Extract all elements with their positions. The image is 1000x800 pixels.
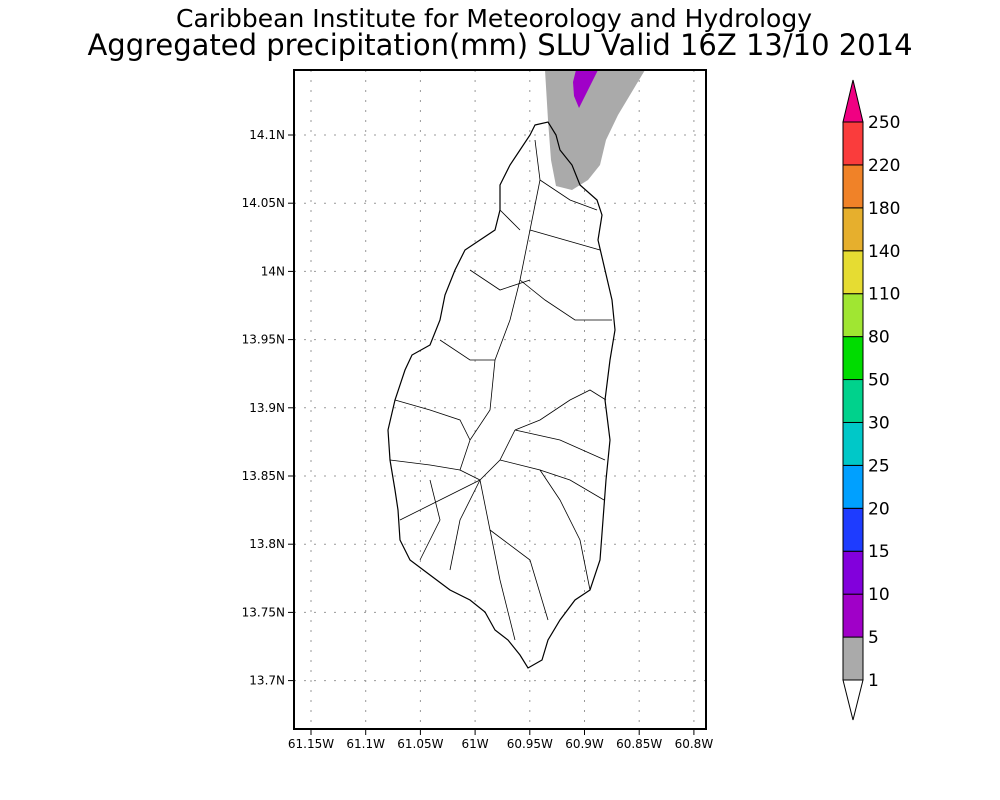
lat-tick-label: 13.9N	[249, 401, 285, 415]
colorbar-bin	[842, 550, 864, 595]
lat-tick-label: 13.85N	[242, 469, 285, 483]
colorbar-bin	[842, 207, 864, 252]
lon-tick-label: 61.1W	[346, 737, 385, 751]
colorbar-label: 220	[868, 156, 900, 176]
colorbar-label: 140	[868, 242, 900, 262]
colorbar-above-triangle	[842, 79, 864, 123]
lat-tick-label: 14.1N	[249, 128, 285, 142]
colorbar-bin	[842, 379, 864, 423]
colorbar-label: 20	[868, 499, 890, 519]
colorbar-label: 110	[868, 285, 900, 305]
colorbar-bin	[842, 336, 864, 381]
colorbar-bin	[842, 593, 864, 638]
island-outline	[387, 121, 616, 669]
colorbar-bin	[842, 250, 864, 295]
lon-tick-label: 60.95W	[507, 737, 553, 751]
colorbar-label: 10	[868, 585, 890, 605]
lon-tick-label: 60.9W	[565, 737, 604, 751]
colorbar-label: 1	[868, 671, 879, 691]
lat-tick-label: 14.05N	[242, 196, 285, 210]
colorbar-label: 25	[868, 456, 890, 476]
colorbar-label: 30	[868, 413, 890, 433]
plot-frame	[293, 69, 707, 730]
colorbar-bin	[842, 293, 864, 338]
colorbar-bin	[842, 421, 864, 466]
chart-subtitle: Aggregated precipitation(mm) SLU Valid 1…	[87, 28, 913, 62]
watershed-boundaries	[389, 139, 612, 641]
colorbar-label: 15	[868, 542, 890, 562]
lon-tick-label: 61W	[462, 737, 489, 751]
lat-tick-label: 14N	[261, 264, 285, 278]
lon-tick-label: 60.8W	[675, 737, 714, 751]
lon-tick-label: 61.05W	[397, 737, 443, 751]
lat-tick-label: 13.75N	[242, 605, 285, 619]
colorbar-label: 180	[868, 199, 900, 219]
colorbar-label: 5	[868, 628, 879, 648]
precip-shade-1-5	[545, 70, 645, 190]
colorbar-bin	[842, 636, 864, 681]
colorbar-label: 80	[868, 328, 890, 348]
lat-tick-label: 13.8N	[249, 537, 285, 551]
lon-tick-label: 60.85W	[616, 737, 662, 751]
colorbar-bin	[842, 121, 864, 166]
lat-tick-label: 13.7N	[249, 674, 285, 688]
lon-tick-label: 61.15W	[288, 737, 334, 751]
colorbar-bin	[842, 464, 864, 509]
colorbar-label: 250	[868, 113, 900, 133]
colorbar-bin	[842, 507, 864, 552]
lat-tick-label: 13.95N	[242, 333, 285, 347]
precip-shade-5-10	[573, 70, 598, 108]
colorbar-bin	[842, 164, 864, 209]
axis-ticks: 61.15W 61.1W 61.05W 61W 60.95W 60.9W 60.85W 60.…	[242, 128, 714, 751]
chart-title: Caribbean Institute for Meteorology and …	[176, 4, 812, 33]
colorbar-label: 50	[868, 371, 890, 391]
colorbar-below-triangle	[842, 679, 864, 721]
gridlines	[294, 70, 706, 729]
